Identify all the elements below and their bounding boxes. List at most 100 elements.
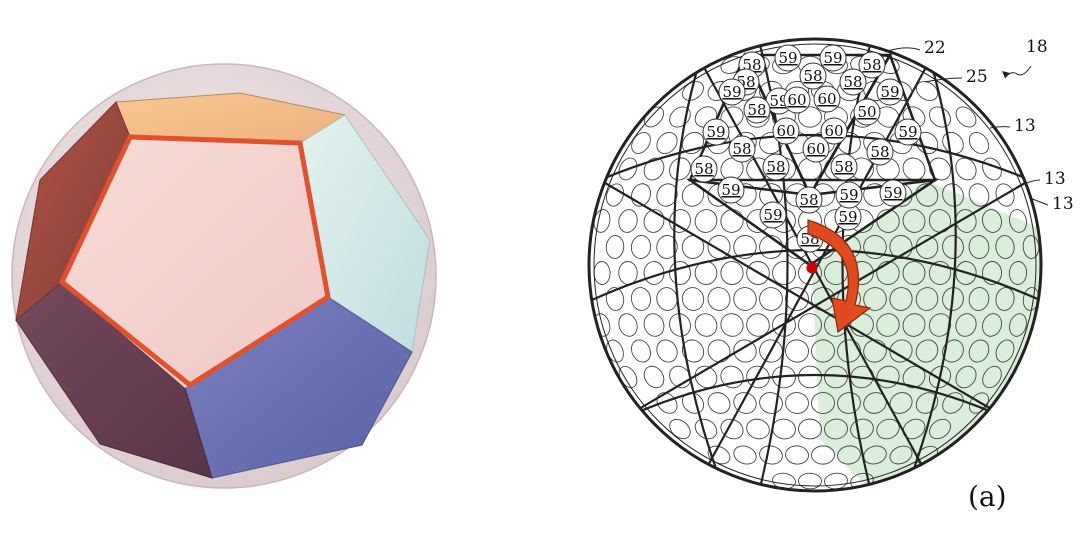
dimple-number: 59: [721, 181, 740, 199]
dimple: [982, 209, 1002, 233]
dimple: [955, 261, 977, 285]
dimple-number: 58: [747, 101, 766, 119]
dimple: [837, 392, 861, 414]
dimple: [902, 313, 926, 337]
dimple-number: 60: [776, 122, 795, 140]
dimple: [811, 392, 835, 414]
dimple: [876, 313, 900, 337]
front-face-outline: [58, 134, 331, 389]
numbered-dimple: [813, 85, 841, 113]
dimple: [656, 235, 678, 259]
dimple: [902, 209, 926, 233]
dimple-number: 59: [838, 208, 857, 226]
dimple: [982, 157, 1002, 181]
dimple: [681, 339, 705, 363]
dimple: [968, 339, 990, 363]
dimple: [631, 339, 651, 363]
dimple: [798, 106, 822, 128]
numbered-dimple: [819, 44, 847, 72]
dimple: [707, 287, 731, 311]
dimple: [929, 106, 951, 128]
dimple: [681, 287, 705, 311]
dimple: [968, 235, 990, 259]
numbered-dimple: [835, 181, 863, 209]
dimple: [811, 445, 835, 465]
dimple-number: 59: [763, 206, 782, 224]
dimple: [824, 261, 848, 285]
dimple: [605, 287, 625, 311]
dimple: [759, 392, 783, 414]
dimple: [605, 235, 625, 259]
dimple: [656, 392, 678, 414]
dimple: [928, 261, 952, 285]
dimple: [811, 287, 835, 311]
dimple: [669, 106, 691, 128]
numbered-dimple: [799, 62, 827, 90]
dimple-number: 59: [706, 123, 725, 141]
dimple: [643, 157, 665, 181]
numbered-dimple: [830, 153, 858, 181]
dimple-number: 60: [787, 91, 806, 109]
dimple: [889, 445, 913, 465]
dimple: [955, 313, 977, 337]
numbered-dimple: [759, 201, 787, 229]
dimple: [850, 365, 874, 389]
dimple: [1009, 313, 1027, 337]
dimple-number: 59: [769, 92, 788, 110]
dimple: [876, 209, 900, 233]
face-front: [62, 137, 328, 388]
dimple: [955, 157, 977, 181]
dimple: [785, 339, 809, 363]
dimple-number: 59: [839, 186, 858, 204]
numbered-dimple: [774, 44, 802, 72]
dimple: [669, 261, 691, 285]
rotation-arrow: [807, 219, 872, 334]
dimple: [955, 106, 977, 128]
dimple: [733, 235, 757, 259]
dimple-number: 50: [857, 103, 876, 121]
dimple: [669, 365, 691, 389]
dimple: [1008, 261, 1028, 285]
dimple-number: 58: [834, 158, 853, 176]
dimple-number: 58: [766, 158, 785, 176]
numbered-dimple: [702, 118, 730, 146]
dimple-number: 58: [803, 67, 822, 85]
dimple: [942, 183, 964, 207]
numbered-dimple: [717, 176, 745, 204]
numbered-dimple: [783, 86, 811, 114]
dimple: [982, 313, 1002, 337]
dimple: [915, 287, 939, 311]
dimple-number: 59: [722, 83, 741, 101]
dimple: [630, 183, 652, 207]
dimple: [929, 418, 951, 440]
dimple: [733, 392, 757, 414]
ref-25: 25: [966, 67, 988, 87]
dimple-number: 58: [732, 140, 751, 158]
dimple: [656, 131, 678, 155]
numbered-dimple: [876, 78, 904, 106]
dimple: [669, 313, 691, 337]
dimple: [772, 365, 796, 389]
rotation-center-dot: [806, 262, 818, 274]
dimple-number: 58: [862, 56, 881, 74]
numbered-dimple: [894, 118, 922, 146]
numbered-dimple: [728, 135, 756, 163]
dimple: [733, 287, 757, 311]
ref-13-c: 13: [1052, 194, 1074, 214]
dimple: [876, 365, 900, 389]
dimple: [811, 339, 835, 363]
dimple: [669, 209, 691, 233]
dimple: [968, 132, 990, 154]
dimple: [618, 209, 638, 233]
ball-outline: [587, 37, 1043, 493]
numbered-dimple: [839, 68, 867, 96]
panel-label: (a): [968, 480, 1007, 513]
dimple-number: 60: [824, 122, 843, 140]
dimple: [837, 445, 861, 465]
numbered-dimple: [795, 186, 823, 214]
numbered-dimple: [772, 117, 800, 145]
dodecahedron-panel: [11, 63, 437, 489]
dimple: [995, 235, 1015, 259]
dimple: [785, 445, 809, 465]
